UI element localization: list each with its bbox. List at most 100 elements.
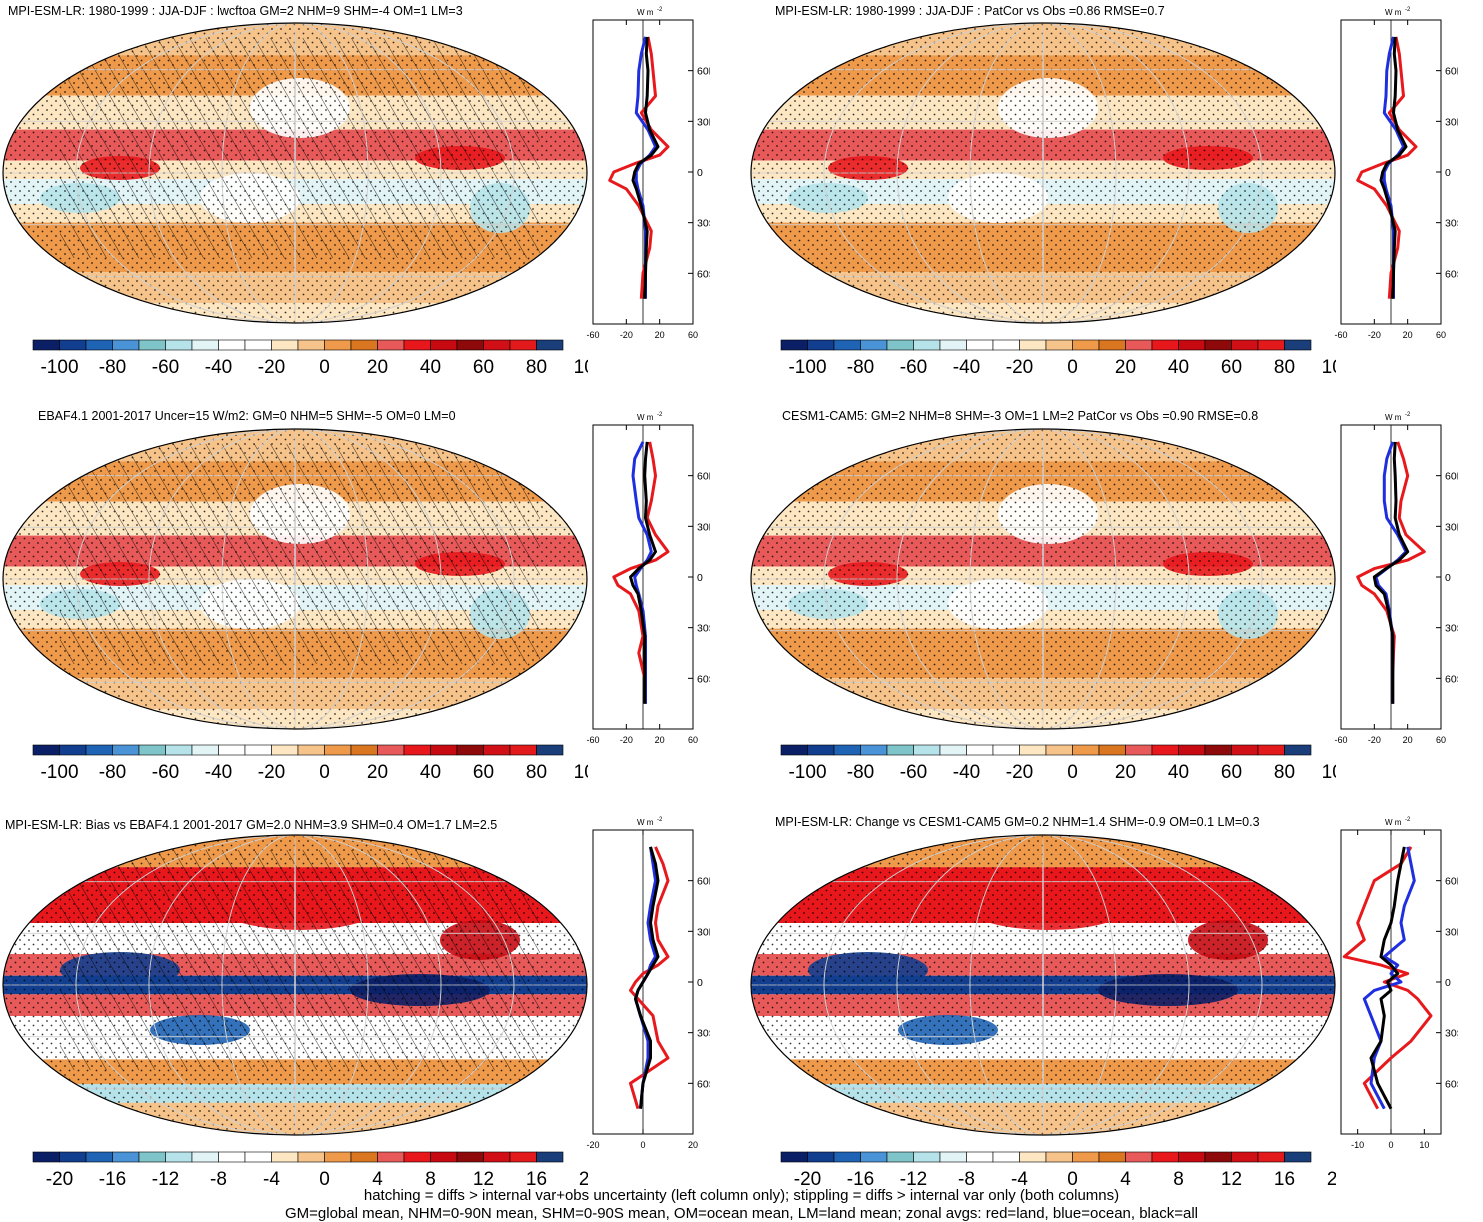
colorbar-tick-label: -20 <box>46 1169 73 1190</box>
colorbar-tick-label: -20 <box>258 762 285 783</box>
colorbar-swatch <box>886 339 914 351</box>
profile-unit-exponent: -2 <box>1405 7 1411 13</box>
profile-lat-tick-label: 30S <box>697 218 710 230</box>
colorbar-tick-label: 20 <box>367 762 388 783</box>
profile-lat-tick-label: 0 <box>1445 977 1451 989</box>
colorbar-tick-label: 20 <box>1115 762 1136 783</box>
colorbar-swatch <box>1125 1151 1153 1163</box>
colorbar-tick-label: -100 <box>788 762 826 783</box>
colorbar-swatch <box>112 339 140 351</box>
colorbar-swatch <box>430 1151 458 1163</box>
panel-title-4: CESM1-CAM5: GM=2 NHM=8 SHM=-3 OM=1 LM=2 … <box>782 409 1259 423</box>
colorbar-tick-label: 60 <box>1221 762 1242 783</box>
colorbar-tick-label: 8 <box>1173 1169 1184 1190</box>
colorbar-tick-label: -12 <box>152 1169 179 1190</box>
map-panel-3 <box>2 428 588 730</box>
profile-line-land <box>629 846 670 1110</box>
colorbar-tick-label: -4 <box>1011 1169 1028 1190</box>
profile-lat-tick-label: 0 <box>1445 572 1451 584</box>
colorbar-swatch <box>483 744 511 756</box>
profile-lat-tick-label: 60S <box>697 268 710 280</box>
colorbar-swatch <box>271 744 299 756</box>
colorbar-swatch <box>32 1151 60 1163</box>
profile-lat-tick-label: 0 <box>697 167 703 179</box>
colorbar-tick-label: -100 <box>40 762 78 783</box>
colorbar-tick-label: -20 <box>794 1169 821 1190</box>
colorbar-swatch <box>297 1151 325 1163</box>
colorbar-swatch <box>456 1151 484 1163</box>
profile-lat-tick-label: 30N <box>697 521 710 533</box>
profile-line-all <box>629 441 657 704</box>
colorbar-swatch <box>85 1151 113 1163</box>
colorbar-swatch <box>1151 339 1179 351</box>
colorbar-swatch <box>939 744 967 756</box>
colorbar-swatch <box>377 744 405 756</box>
colorbar-tick-label: 0 <box>319 357 330 378</box>
colorbar-swatch <box>1019 1151 1047 1163</box>
profile-line-all <box>634 846 660 1109</box>
profile-lat-tick-label: 30N <box>1445 926 1458 938</box>
colorbar-swatch <box>913 339 941 351</box>
colorbar-swatch <box>324 744 352 756</box>
colorbar-tick-label: 4 <box>1120 1169 1131 1190</box>
colorbar-swatch <box>483 339 511 351</box>
profile-lat-tick-label: 30N <box>697 926 710 938</box>
colorbar-swatch <box>1284 339 1312 351</box>
colorbar-swatch <box>165 1151 193 1163</box>
colorbar-swatch <box>780 1151 808 1163</box>
colorbar-swatch <box>536 339 564 351</box>
profile-line-land <box>1342 846 1433 1110</box>
colorbar-swatch <box>1178 339 1206 351</box>
colorbar-swatch <box>59 339 87 351</box>
profile-x-tick-label: -20 <box>586 1140 599 1150</box>
colorbar-tick-label: 12 <box>473 1169 494 1190</box>
panel-title-3: EBAF4.1 2001-2017 Uncer=15 W/m2: GM=0 NH… <box>38 409 456 423</box>
colorbar-swatch <box>509 1151 537 1163</box>
colorbar-tick-label: -16 <box>99 1169 126 1190</box>
colorbar-swatch <box>1019 339 1047 351</box>
colorbar-swatch <box>218 339 246 351</box>
colorbar-swatch <box>377 339 405 351</box>
profile-x-tick-label: -10 <box>1351 1140 1364 1150</box>
colorbar-swatch <box>1151 1151 1179 1163</box>
colorbar-tick-label: 80 <box>526 762 547 783</box>
colorbar-tick-label: 0 <box>319 1169 330 1190</box>
map-panel-2 <box>750 22 1336 324</box>
colorbar-swatch <box>1098 1151 1126 1163</box>
colorbar-swatch <box>271 1151 299 1163</box>
profile-lat-tick-label: 0 <box>697 572 703 584</box>
colorbar-swatch <box>992 1151 1020 1163</box>
colorbar-swatch <box>807 1151 835 1163</box>
colorbar-swatch <box>966 744 994 756</box>
colorbar-tick-label: 0 <box>1067 762 1078 783</box>
colorbar-swatch <box>1098 339 1126 351</box>
colorbar-tick-label: 60 <box>1221 357 1242 378</box>
zonal-profile-4: W m-2 60N 30N 0 30S 60S -60 -20 20 60 <box>1334 412 1458 745</box>
colorbar-tick-label: -60 <box>900 357 927 378</box>
colorbar-6: -20 -16 -12 -8 -4 0 4 8 12 16 20 <box>780 1151 1336 1190</box>
colorbar-tick-label: -16 <box>847 1169 874 1190</box>
colorbar-tick-label: -20 <box>258 357 285 378</box>
colorbar-swatch <box>992 339 1020 351</box>
profile-line-all <box>631 36 660 299</box>
colorbar-swatch <box>324 339 352 351</box>
colorbar-swatch <box>218 1151 246 1163</box>
footer-note-legend: GM=global mean, NHM=0-90N mean, SHM=0-90… <box>284 1205 1198 1222</box>
colorbar-swatch <box>1231 339 1259 351</box>
colorbar-tick-label: 0 <box>319 762 330 783</box>
profile-x-tick-label: -60 <box>586 330 599 340</box>
colorbar-tick-label: 40 <box>420 357 441 378</box>
colorbar-swatch <box>1125 339 1153 351</box>
colorbar-tick-label: -8 <box>210 1169 227 1190</box>
colorbar-swatch <box>833 1151 861 1163</box>
profile-lat-tick-label: 30S <box>1445 218 1458 230</box>
colorbar-swatch <box>85 744 113 756</box>
colorbar-tick-label: 100 <box>1322 357 1336 378</box>
profile-unit-exponent: -2 <box>1405 412 1411 418</box>
zonal-profile-1: W m-2 60N 30N 0 30S 60S -60 -20 20 60 <box>586 7 710 340</box>
profile-lat-tick-label: 30S <box>697 623 710 635</box>
colorbar-tick-label: -4 <box>263 1169 280 1190</box>
colorbar-tick-label: 40 <box>1168 357 1189 378</box>
colorbar-swatch <box>807 339 835 351</box>
colorbar-swatch <box>1019 744 1047 756</box>
